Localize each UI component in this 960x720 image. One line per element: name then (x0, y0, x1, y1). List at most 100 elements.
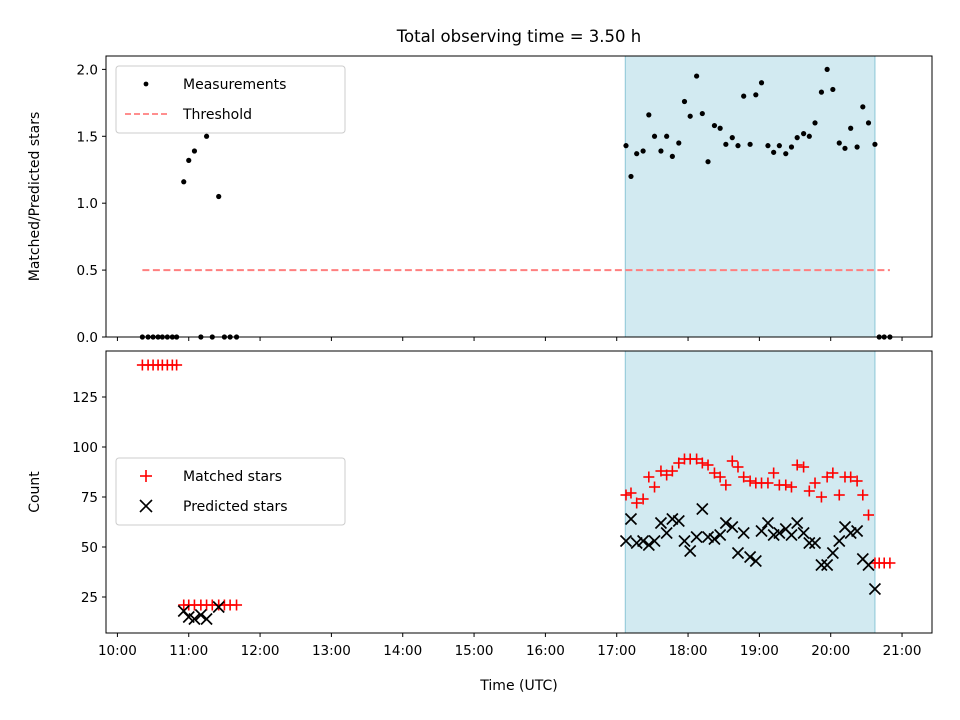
data-point (691, 453, 703, 465)
data-point (783, 151, 789, 157)
x-tick-label: 20:00 (811, 643, 850, 659)
data-point (785, 528, 798, 542)
data-point (694, 73, 700, 79)
legend[interactable]: Measurements Threshold (115, 65, 346, 134)
data-point (765, 143, 771, 149)
data-point (738, 471, 750, 483)
y-tick-label: 0.5 (77, 263, 98, 279)
data-point (791, 516, 804, 530)
data-point (872, 141, 878, 147)
x-axis-ticks: 10:00 11:00 12:00 13:00 14:00 15:00 16:00 17:00… (98, 633, 921, 659)
data-point (696, 502, 709, 516)
data-point (726, 455, 738, 467)
x-tick-label: 16:00 (526, 643, 565, 659)
x-tick-label: 11:00 (169, 643, 208, 659)
data-point (624, 512, 638, 526)
data-point (634, 151, 640, 157)
data-point (771, 149, 777, 155)
data-point (203, 133, 210, 139)
data-point (723, 141, 729, 147)
axes-frame (105, 350, 933, 634)
y-tick-label: 0.0 (77, 330, 98, 346)
data-point (735, 143, 741, 149)
legend-label: Measurements (183, 77, 286, 93)
data-point (851, 524, 864, 538)
observing-window-shade (624, 55, 876, 338)
x-axis-label: Time (UTC) (479, 678, 557, 694)
data-point (661, 469, 673, 481)
data-point (744, 550, 757, 564)
data-point (747, 141, 753, 147)
data-point (717, 125, 723, 131)
data-point (836, 140, 842, 146)
data-point (749, 554, 762, 568)
plot-area (136, 359, 896, 626)
y-tick-label: 1.5 (77, 129, 98, 145)
y-tick-label: 25 (81, 590, 98, 606)
data-point (741, 93, 747, 99)
legend[interactable]: Matched stars Predicted stars (115, 457, 346, 526)
y-axis-ticks: 0.0 0.5 1.0 1.5 2.0 (77, 62, 106, 346)
y-tick-label: 75 (81, 490, 98, 506)
data-point (231, 599, 243, 611)
data-point (642, 538, 655, 552)
data-point (815, 491, 827, 503)
data-point (669, 153, 675, 159)
y-axis-label: Count (27, 471, 43, 513)
data-point (833, 489, 845, 501)
data-point (768, 467, 780, 479)
x-tick-label: 10:00 (98, 643, 137, 659)
data-point (216, 193, 222, 200)
data-point (860, 104, 866, 110)
data-point (842, 145, 848, 151)
x-tick-label: 14:00 (383, 643, 422, 659)
y-tick-label: 1.0 (77, 196, 98, 212)
data-point (755, 524, 768, 538)
legend-box (115, 457, 346, 526)
data-point (863, 509, 875, 521)
legend-label: Threshold (182, 107, 252, 123)
legend-box (115, 65, 346, 134)
data-point (619, 534, 633, 548)
data-point (666, 465, 678, 477)
data-point (194, 608, 207, 622)
data-point (696, 457, 708, 469)
data-point (705, 159, 711, 165)
data-point (676, 140, 682, 146)
data-point (651, 133, 658, 139)
ratio-panel: 0.00.51.01.52.0 Matched/Predicted stars … (27, 55, 933, 346)
data-point (664, 133, 670, 139)
data-point (188, 612, 201, 626)
data-point (678, 534, 691, 548)
data-point (672, 514, 685, 528)
data-point (806, 133, 812, 139)
count-panel: 25 50 75 100 125 10:00 11:00 12:00 13:00 14:00 15… (27, 350, 933, 659)
data-point (862, 558, 875, 572)
data-point (731, 546, 745, 560)
data-point (191, 148, 198, 154)
y-tick-label: 125 (72, 390, 98, 406)
data-point (181, 179, 187, 185)
data-point (631, 497, 643, 509)
x-tick-label: 19:00 (740, 643, 779, 659)
data-point (637, 493, 649, 505)
legend-label: Predicted stars (183, 499, 288, 515)
data-point (646, 112, 652, 118)
data-point (687, 113, 693, 119)
data-point (729, 135, 735, 141)
data-point (625, 487, 637, 499)
data-point (200, 612, 213, 626)
data-point (797, 526, 810, 540)
x-tick-label: 13:00 (312, 643, 351, 659)
data-point (744, 475, 756, 487)
axes-frame (105, 55, 933, 338)
data-point (773, 526, 786, 540)
data-point (623, 143, 629, 149)
data-point (171, 359, 183, 371)
legend-dot-icon (143, 81, 149, 87)
data-point (702, 459, 714, 471)
data-point (826, 546, 839, 560)
data-point (785, 481, 797, 493)
data-point (643, 471, 655, 483)
data-point (737, 526, 750, 540)
